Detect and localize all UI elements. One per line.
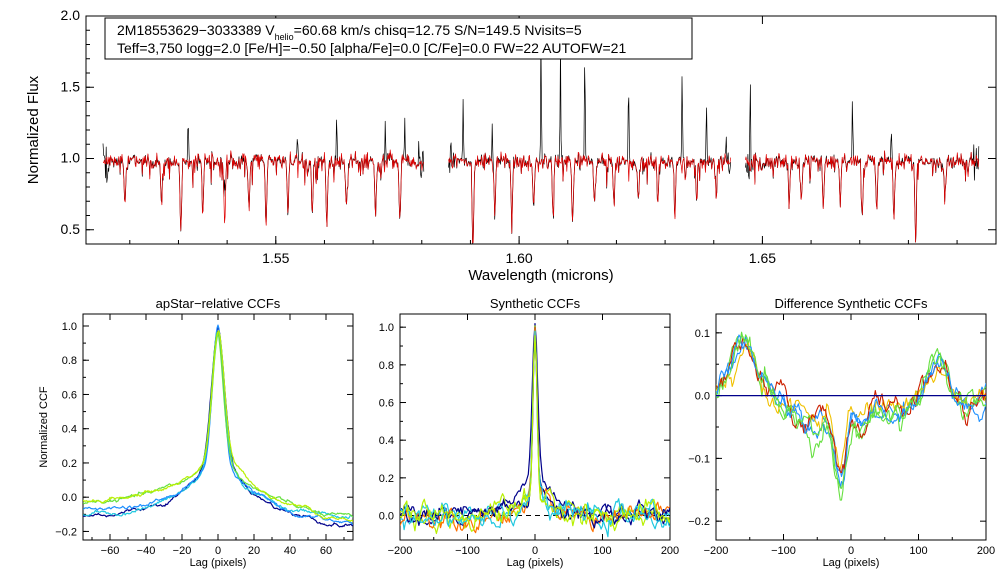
y-tick-label: 0.5 <box>61 221 81 237</box>
x-tick-label: −100 <box>771 545 796 557</box>
annotation-helio-subscript: helio <box>275 32 294 42</box>
y-tick-label: 0.2 <box>62 458 77 470</box>
y-axis-label: Normalized CCF <box>38 386 50 468</box>
panel-title: Synthetic CCFs <box>490 296 581 311</box>
y-tick-label: −0.2 <box>688 516 710 528</box>
synthetic-ccf-line <box>400 327 670 534</box>
y-tick-label: 1.0 <box>61 150 81 166</box>
x-tick-label: 60 <box>320 545 332 557</box>
synthetic-ccf-line <box>400 323 670 527</box>
plot-frame <box>82 313 354 541</box>
annotation-stats: =60.68 km/s chisq=12.75 S/N=149.5 Nvisit… <box>294 22 582 38</box>
annotation-star-prefix: 2M18553629−3033389 V <box>117 22 275 38</box>
apstar-ccf-panel: −60 −40 −20 0 20 40 60 −0.2 0.0 0.2 0.4 0.6 0.8 1.0 ap… <box>38 296 354 569</box>
x-axis-label: Wavelength (microns) <box>468 267 613 284</box>
x-tick-label: −200 <box>704 545 729 557</box>
x-tick-label: −200 <box>388 545 413 557</box>
panel-title: apStar−relative CCFs <box>156 296 281 311</box>
x-tick-label: 0 <box>215 545 221 557</box>
panel-title: Difference Synthetic CCFs <box>775 296 928 311</box>
y-tick-label: 0.8 <box>62 355 77 367</box>
x-tick-label: 1.60 <box>505 250 532 266</box>
ccf-line <box>83 332 353 519</box>
y-tick-label: 0.0 <box>379 511 394 523</box>
y-tick-label: 0.6 <box>379 398 394 410</box>
model-spectrum-line <box>103 149 425 231</box>
y-tick-label: 0.8 <box>379 360 394 372</box>
x-axis-label: Lag (pixels) <box>507 557 564 569</box>
y-tick-label: −0.1 <box>688 453 710 465</box>
spectrum-panel: 1.55 1.60 1.65 0.5 1.0 1.5 2.0 Wavelength (micr… <box>25 7 997 284</box>
y-tick-label: 1.0 <box>379 322 394 334</box>
y-tick-label: 0.0 <box>62 492 77 504</box>
y-tick-label: 0.6 <box>62 389 77 401</box>
y-tick-label: 0.2 <box>379 473 394 485</box>
x-axis-label: Lag (pixels) <box>190 557 247 569</box>
model-spectrum-line <box>745 150 980 243</box>
synthetic-ccf-panel: −200 −100 0 100 200 0.0 0.2 0.4 0.6 0.8 1.0 Synthet… <box>379 296 679 569</box>
annotation-line-1: 2M18553629−3033389 Vhelio=60.68 km/s chi… <box>117 22 582 42</box>
observed-spectrum-line <box>448 29 732 244</box>
x-tick-label: 100 <box>909 545 927 557</box>
x-tick-label: 200 <box>977 545 995 557</box>
ccf-line <box>83 331 353 518</box>
annotation-line-2: Teff=3,750 logg=2.0 [Fe/H]=−0.50 [alpha/… <box>117 40 626 56</box>
synthetic-ccf-line <box>400 335 670 532</box>
difference-ccf-line <box>716 335 986 489</box>
x-tick-label: 20 <box>248 545 260 557</box>
annotation-box <box>104 17 693 60</box>
model-spectrum-line <box>448 151 732 244</box>
synthetic-ccf-line <box>400 329 670 531</box>
x-tick-label: 0 <box>532 545 538 557</box>
y-tick-label: 1.0 <box>62 321 77 333</box>
ccf-line <box>83 324 353 525</box>
x-axis-label: Lag (pixels) <box>823 557 880 569</box>
y-tick-label: −0.2 <box>55 526 77 538</box>
x-tick-label: 100 <box>593 545 611 557</box>
x-tick-label: 40 <box>284 545 296 557</box>
y-tick-label: 0.1 <box>695 328 710 340</box>
spectrum-annotation: 2M18553629−3033389 Vhelio=60.68 km/s chi… <box>104 17 693 60</box>
x-tick-label: 1.55 <box>262 250 289 266</box>
x-tick-label: −100 <box>455 545 480 557</box>
y-tick-label: 0.4 <box>379 435 394 447</box>
y-tick-label: 2.0 <box>61 7 81 23</box>
difference-ccf-line <box>716 331 986 501</box>
y-axis-label: Normalized Flux <box>25 75 42 184</box>
ccf-line <box>83 330 353 523</box>
x-tick-label: −20 <box>173 545 192 557</box>
x-tick-label: 200 <box>661 545 679 557</box>
x-tick-label: 0 <box>848 545 854 557</box>
x-tick-label: 1.65 <box>749 250 776 266</box>
x-tick-label: −40 <box>137 545 156 557</box>
difference-ccf-panel: −200 −100 0 100 200 −0.2 −0.1 0.0 0.1 Difference … <box>688 296 995 569</box>
difference-ccf-line <box>716 334 986 489</box>
y-tick-label: 0.4 <box>62 424 77 436</box>
y-tick-label: 1.5 <box>61 78 81 94</box>
y-tick-label: 0.0 <box>695 391 710 403</box>
difference-ccf-line <box>716 342 986 470</box>
synthetic-ccf-line <box>400 334 670 529</box>
synthetic-ccf-line <box>400 325 670 535</box>
difference-ccf-line <box>716 337 986 474</box>
x-tick-label: −60 <box>101 545 120 557</box>
